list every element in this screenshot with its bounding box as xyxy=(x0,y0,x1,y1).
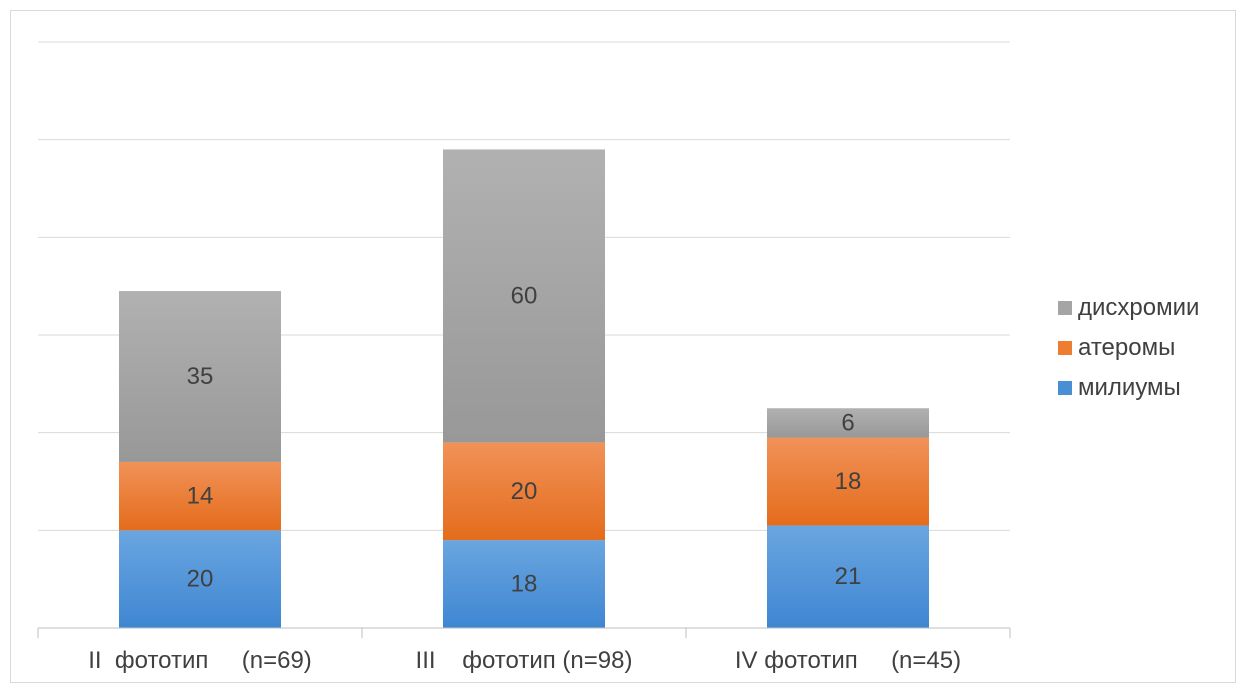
data-label: 21 xyxy=(835,563,862,590)
chart-frame xyxy=(10,10,1236,683)
x-tick-label: III фототип (n=98) xyxy=(416,647,633,674)
data-label: 20 xyxy=(187,566,214,593)
x-tick-label: II фототип (n=69) xyxy=(88,647,312,674)
legend-label: дисхромии xyxy=(1078,294,1200,321)
data-labels: 20 14 35 18 20 60 21 18 6 xyxy=(187,282,862,597)
legend-item: милиумы xyxy=(1058,368,1243,408)
data-label: 60 xyxy=(511,282,538,309)
bar-segment xyxy=(443,442,605,541)
legend-label: милиумы xyxy=(1078,374,1181,401)
bars xyxy=(119,149,929,628)
bar-segment xyxy=(119,291,281,462)
bar-segment xyxy=(767,525,929,628)
x-axis: II фототип (n=69) III фототип (n=98) IV фо… xyxy=(37,627,1011,674)
data-label: 18 xyxy=(511,571,538,598)
data-label: 18 xyxy=(835,468,862,495)
data-label: 14 xyxy=(187,483,214,510)
bar-segment xyxy=(119,461,281,531)
legend-item: атеромы xyxy=(1058,328,1243,368)
bar-segment xyxy=(119,530,281,628)
bar-segment xyxy=(767,437,929,526)
legend-swatch xyxy=(1058,381,1072,395)
data-label: 20 xyxy=(511,478,538,505)
data-label: 6 xyxy=(841,409,854,436)
legend-swatch xyxy=(1058,341,1072,355)
legend-swatch xyxy=(1058,301,1072,315)
bar-segment xyxy=(767,408,929,438)
data-label: 35 xyxy=(187,363,214,390)
legend: дисхромии атеромы милиумы xyxy=(1058,288,1243,408)
bar-segment xyxy=(443,149,605,443)
x-tick-label: IV фототип (n=45) xyxy=(735,647,961,674)
legend-item: дисхромии xyxy=(1058,288,1243,328)
legend-label: атеромы xyxy=(1078,334,1176,361)
bar-segment xyxy=(443,540,605,628)
